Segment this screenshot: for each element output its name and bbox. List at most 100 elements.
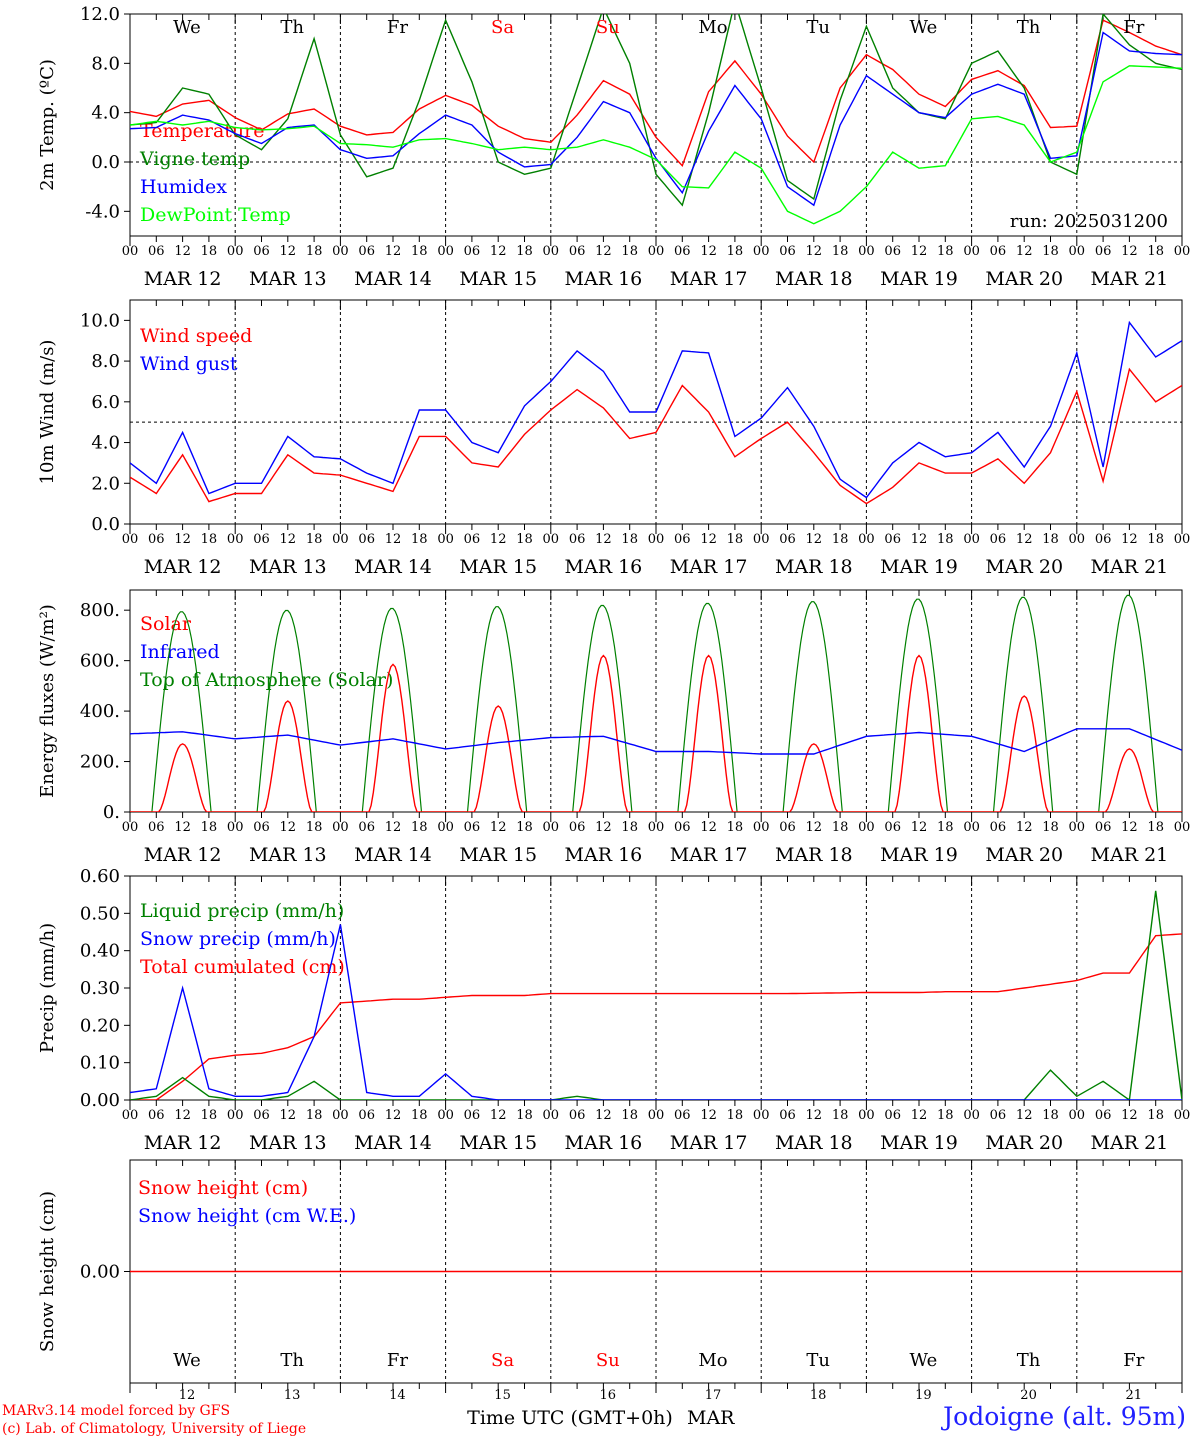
date-label: MAR 15 — [459, 1132, 537, 1154]
hour-label: 06 — [464, 820, 481, 835]
hour-label: 00 — [543, 820, 560, 835]
weekday-label: Th — [1017, 17, 1041, 38]
hour-label: 06 — [1095, 820, 1112, 835]
legend-entry: Solar — [140, 613, 192, 635]
y-axis-title: 2m Temp. (ºC) — [37, 59, 58, 191]
hour-label: 06 — [674, 244, 691, 259]
hour-label: 06 — [253, 244, 270, 259]
hour-label: 00 — [227, 820, 244, 835]
weekday-label: We — [173, 1350, 201, 1371]
series-line-wind-speed — [130, 367, 1182, 505]
y-tick-label: 0. — [103, 802, 120, 823]
hour-label: 12 — [806, 532, 823, 547]
hour-label: 06 — [464, 1108, 481, 1123]
legend-entry: Temperature — [140, 120, 264, 142]
legend-entry: Wind speed — [140, 325, 252, 347]
date-label: MAR 18 — [775, 1132, 853, 1154]
date-label: MAR 15 — [459, 556, 537, 578]
hour-label: 12 — [806, 244, 823, 259]
weekday-label: We — [910, 1350, 938, 1371]
weekday-label: We — [173, 17, 201, 38]
legend-entry: Top of Atmosphere (Solar) — [140, 669, 393, 691]
hour-label: 18 — [727, 1108, 744, 1123]
hour-label: 00 — [753, 532, 770, 547]
y-tick-label: 0.30 — [80, 978, 120, 999]
panel-3: 0. 200. 400. 600. 800. Energy fluxes (W/m²) 00… — [37, 589, 1190, 866]
hour-label: 18 — [201, 532, 218, 547]
hour-label: 12 — [1016, 1108, 1033, 1123]
hour-label: 18 — [1042, 244, 1059, 259]
hour-label: 06 — [779, 1108, 796, 1123]
hour-label: 12 — [700, 532, 717, 547]
hour-label: 12 — [1016, 244, 1033, 259]
hour-label: 00 — [858, 244, 875, 259]
hour-label: 12 — [700, 244, 717, 259]
hour-label: 18 — [1147, 1108, 1164, 1123]
hour-label: 00 — [1069, 1108, 1086, 1123]
hour-label: 00 — [122, 244, 139, 259]
hour-label: 00 — [1069, 532, 1086, 547]
date-label: MAR 17 — [670, 268, 748, 290]
hour-label: 12 — [911, 820, 928, 835]
hour-label: 12 — [490, 244, 507, 259]
day-number: 14 — [389, 1388, 406, 1403]
hour-label: 18 — [1042, 532, 1059, 547]
hour-label: 12 — [911, 532, 928, 547]
hour-label: 18 — [306, 1108, 323, 1123]
date-label: MAR 13 — [249, 556, 327, 578]
date-label: MAR 13 — [249, 1132, 327, 1154]
date-label: MAR 12 — [144, 1132, 222, 1154]
y-tick-label: -4.0 — [85, 201, 120, 222]
y-tick-label: 600. — [80, 651, 120, 672]
hour-label: 00 — [1174, 244, 1191, 259]
hour-label: 06 — [253, 532, 270, 547]
y-axis-title: Energy fluxes (W/m²) — [37, 604, 58, 798]
weekday-label: Sa — [491, 1350, 514, 1371]
hour-label: 12 — [174, 820, 191, 835]
hour-label: 06 — [253, 820, 270, 835]
hour-label: 06 — [148, 532, 165, 547]
hour-label: 18 — [937, 820, 954, 835]
model-credit: MARv3.14 model forced by GFS (c) Lab. of… — [2, 1402, 306, 1438]
weekday-label: Fr — [387, 17, 408, 38]
hour-label: 12 — [911, 1108, 928, 1123]
data-layer — [130, 890, 1182, 1100]
hour-label: 18 — [1147, 244, 1164, 259]
hour-label: 12 — [490, 532, 507, 547]
date-label: MAR 17 — [670, 1132, 748, 1154]
y-tick-label: 4.0 — [91, 433, 120, 454]
hour-label: 06 — [464, 244, 481, 259]
hour-label: 00 — [332, 244, 349, 259]
hour-label: 00 — [543, 244, 560, 259]
run-label: run: 2025031200 — [1010, 211, 1168, 232]
hour-label: 12 — [1121, 244, 1138, 259]
data-layer — [130, 320, 1182, 505]
y-tick-label: 200. — [80, 752, 120, 773]
hour-label: 00 — [753, 820, 770, 835]
y-tick-label: 10.0 — [80, 310, 120, 331]
hour-label: 00 — [963, 532, 980, 547]
hour-label: 06 — [569, 820, 586, 835]
weekday-label: Th — [1017, 1350, 1041, 1371]
station-name: Jodoigne (alt. 95m) — [943, 1402, 1186, 1431]
y-tick-label: 8.0 — [91, 351, 120, 372]
hour-label: 00 — [122, 1108, 139, 1123]
date-label: MAR 14 — [354, 268, 432, 290]
hour-label: 18 — [727, 532, 744, 547]
hour-label: 06 — [569, 244, 586, 259]
y-tick-label: 6.0 — [91, 392, 120, 413]
hour-label: 00 — [437, 244, 454, 259]
hour-label: 06 — [990, 820, 1007, 835]
hour-label: 12 — [1016, 820, 1033, 835]
date-label: MAR 12 — [144, 268, 222, 290]
hour-label: 00 — [648, 244, 665, 259]
hour-label: 18 — [516, 532, 533, 547]
day-number: 20 — [1020, 1388, 1037, 1403]
hour-label: 18 — [516, 820, 533, 835]
date-label: MAR 12 — [144, 844, 222, 866]
hour-label: 12 — [174, 532, 191, 547]
series-line-solar — [130, 654, 1182, 812]
hour-label: 12 — [280, 1108, 297, 1123]
hour-label: 18 — [411, 244, 428, 259]
hour-label: 12 — [1121, 1108, 1138, 1123]
